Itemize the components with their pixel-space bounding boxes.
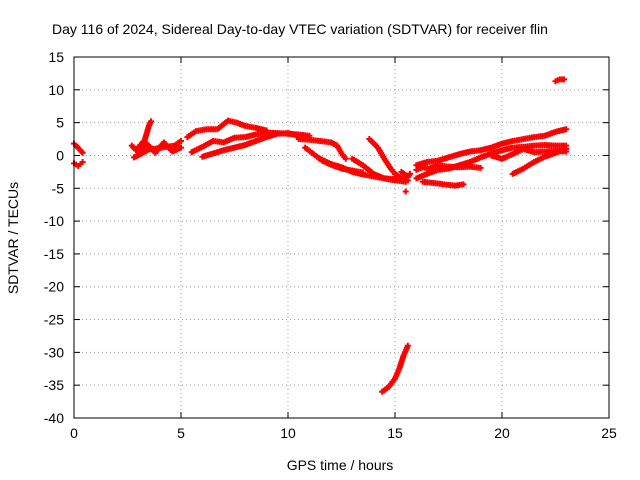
data-point — [404, 342, 411, 349]
x-tick-label: 5 — [177, 425, 185, 441]
data-point — [477, 164, 484, 171]
x-tick-label: 10 — [280, 425, 296, 441]
data-point — [178, 144, 184, 151]
data-point — [406, 170, 413, 177]
data-point — [460, 181, 467, 188]
data-point — [561, 76, 568, 83]
chart-title: Day 116 of 2024, Sidereal Day-to-day VTE… — [52, 21, 548, 37]
data-point — [563, 126, 570, 133]
y-tick-label: -40 — [44, 410, 64, 426]
data-points — [71, 76, 570, 395]
y-axis-title: SDTVAR / TECUs — [5, 182, 21, 294]
y-tick-label: -10 — [44, 213, 64, 229]
x-tick-label: 20 — [494, 425, 510, 441]
y-tick-label: -15 — [44, 246, 64, 262]
y-tick-label: 0 — [56, 147, 64, 163]
data-point — [148, 118, 155, 125]
y-tick-label: -35 — [44, 377, 64, 393]
y-tick-label: -5 — [52, 180, 65, 196]
data-point — [342, 155, 349, 162]
data-point — [563, 145, 570, 152]
y-tick-label: 10 — [48, 82, 64, 98]
y-tick-label: 5 — [56, 115, 64, 131]
y-tick-label: -20 — [44, 279, 64, 295]
x-tick-label: 0 — [70, 425, 78, 441]
grid-lines — [74, 57, 609, 418]
data-point — [178, 138, 184, 145]
data-point — [79, 149, 86, 156]
x-tick-label: 15 — [387, 425, 403, 441]
y-tick-label: -30 — [44, 344, 64, 360]
data-point — [402, 188, 409, 195]
y-tick-label: 15 — [48, 49, 64, 65]
data-point — [79, 159, 86, 166]
axis-ticks — [73, 56, 610, 419]
x-tick-label: 25 — [601, 425, 617, 441]
y-tick-labels: -40 -35 -30 -25 -20 -15 -10 -5 0 5 10 15 — [44, 49, 64, 426]
x-tick-labels: 0 5 10 15 20 25 — [70, 425, 617, 441]
x-axis-title: GPS time / hours — [287, 457, 394, 473]
plot-frame — [73, 56, 610, 419]
y-tick-label: -25 — [44, 312, 64, 328]
